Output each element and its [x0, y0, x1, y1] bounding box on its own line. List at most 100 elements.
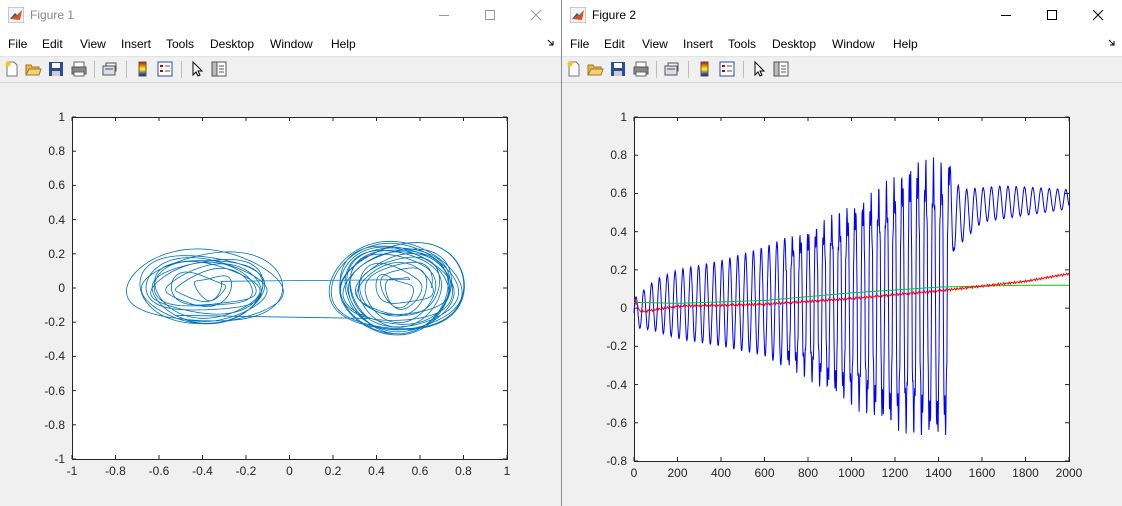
link-plot-icon[interactable] [101, 60, 119, 78]
dock-arrow-icon[interactable] [547, 39, 555, 47]
minimize-button[interactable] [421, 0, 467, 31]
x-tick-label: -0.6 [148, 464, 170, 478]
x-tick-label: 0.8 [455, 464, 472, 478]
y-tick-label: -0.6 [606, 415, 627, 430]
x-tick-label: 2000 [1055, 466, 1083, 480]
y-tick-label: -0.8 [44, 417, 65, 432]
maximize-button[interactable] [1029, 0, 1075, 31]
menu-desktop[interactable]: Desktop [210, 37, 255, 51]
x-tick-label: 0 [286, 464, 293, 478]
menu-view[interactable]: View [80, 37, 106, 51]
menu-bar: File Edit View Insert Tools Desktop Wind… [562, 31, 1122, 57]
attractor-series-line [125, 240, 465, 336]
minimize-button[interactable] [983, 0, 1029, 31]
y-tick-label: -0.2 [44, 315, 65, 330]
toolbar [562, 57, 1122, 83]
y-tick-label: 0 [620, 301, 627, 316]
y-tick-label: -0.2 [606, 339, 627, 354]
x-tick-label: 0 [630, 466, 638, 480]
x-tick-label: 0.2 [324, 464, 342, 478]
menu-edit[interactable]: Edit [42, 37, 63, 51]
toolbar-separator [656, 61, 657, 78]
link-plot-icon[interactable] [663, 60, 681, 78]
toolbar-separator [181, 61, 182, 78]
y-tick-label: 0.8 [48, 144, 65, 159]
pointer-icon[interactable] [188, 60, 206, 78]
dock-arrow-icon[interactable] [1108, 39, 1116, 47]
menu-tools[interactable]: Tools [166, 37, 195, 51]
save-icon[interactable] [47, 60, 65, 78]
x-tick-label: -0.4 [192, 464, 213, 478]
property-editor-icon[interactable] [772, 60, 790, 78]
green-series-line [634, 284, 1069, 304]
property-editor-icon[interactable] [210, 60, 228, 78]
y-tick-label: -0.6 [44, 383, 65, 398]
close-button[interactable] [1075, 0, 1121, 31]
axes-box [72, 117, 508, 460]
legend-icon[interactable] [718, 60, 736, 78]
minimize-icon [1001, 15, 1011, 16]
menu-help[interactable]: Help [331, 37, 356, 51]
print-icon[interactable] [632, 60, 650, 78]
x-tick-label: 1000 [838, 466, 865, 480]
x-tick-label: 1200 [881, 466, 909, 480]
y-tick-label: -0.4 [44, 349, 65, 364]
y-tick-label: 0.6 [610, 186, 627, 201]
y-tick-label: 1 [620, 110, 627, 124]
matlab-icon [570, 7, 586, 23]
colorbar-icon[interactable] [134, 60, 152, 78]
toolbar-separator [743, 61, 744, 78]
close-icon [1093, 10, 1104, 21]
menu-window[interactable]: Window [270, 37, 313, 51]
print-icon[interactable] [70, 60, 88, 78]
title-bar[interactable]: Figure 1 [0, 0, 561, 31]
y-tick-label: 0 [58, 281, 65, 295]
menu-insert[interactable]: Insert [121, 37, 152, 51]
x-tick-label: 1600 [968, 466, 996, 480]
y-tick-label: 0.4 [610, 224, 627, 239]
figure-1-window: Figure 1 File Edit View Insert Tools Des… [0, 0, 561, 478]
blue-series-line [633, 157, 1070, 436]
menu-edit[interactable]: Edit [604, 37, 625, 51]
x-tick-label: 800 [797, 466, 819, 480]
open-file-icon[interactable] [24, 60, 42, 78]
legend-icon[interactable] [156, 60, 174, 78]
x-tick-label: -1 [66, 464, 78, 478]
toolbar-separator [688, 61, 689, 78]
menu-window[interactable]: Window [832, 37, 875, 51]
colorbar-icon[interactable] [696, 60, 714, 78]
toolbar-separator [126, 61, 127, 78]
menu-file[interactable]: File [570, 37, 590, 51]
menu-insert[interactable]: Insert [683, 37, 714, 51]
menu-help[interactable]: Help [893, 37, 918, 51]
minimize-icon [439, 15, 449, 16]
menu-desktop[interactable]: Desktop [772, 37, 817, 51]
new-figure-icon[interactable] [3, 60, 21, 78]
window-title: Figure 1 [30, 8, 75, 22]
chart-2 [633, 116, 1070, 462]
save-icon[interactable] [609, 60, 627, 78]
y-tick-label: -0.4 [606, 377, 627, 392]
y-tick-label: 0.4 [48, 212, 65, 227]
y-tick-label: -1 [54, 452, 65, 466]
red-series-line [633, 272, 1070, 314]
new-figure-icon[interactable] [565, 60, 583, 78]
close-icon [531, 10, 542, 21]
pointer-icon[interactable] [750, 60, 768, 78]
menu-tools[interactable]: Tools [728, 37, 757, 51]
menu-view[interactable]: View [642, 37, 668, 51]
y-tick-label: 1 [58, 110, 65, 124]
x-tick-label: 600 [754, 466, 775, 480]
menu-file[interactable]: File [8, 37, 28, 51]
maximize-button[interactable] [467, 0, 513, 31]
menu-bar: File Edit View Insert Tools Desktop Wind… [0, 31, 561, 57]
open-file-icon[interactable] [586, 60, 604, 78]
title-bar[interactable]: Figure 2 [562, 0, 1122, 31]
close-button[interactable] [513, 0, 559, 31]
window-title: Figure 2 [592, 8, 637, 22]
y-tick-label: 0.8 [610, 148, 627, 163]
maximize-icon [485, 10, 495, 20]
x-tick-label: 1800 [1012, 466, 1039, 480]
x-tick-label: 1 [503, 464, 511, 478]
axes-area[interactable] [72, 117, 507, 459]
